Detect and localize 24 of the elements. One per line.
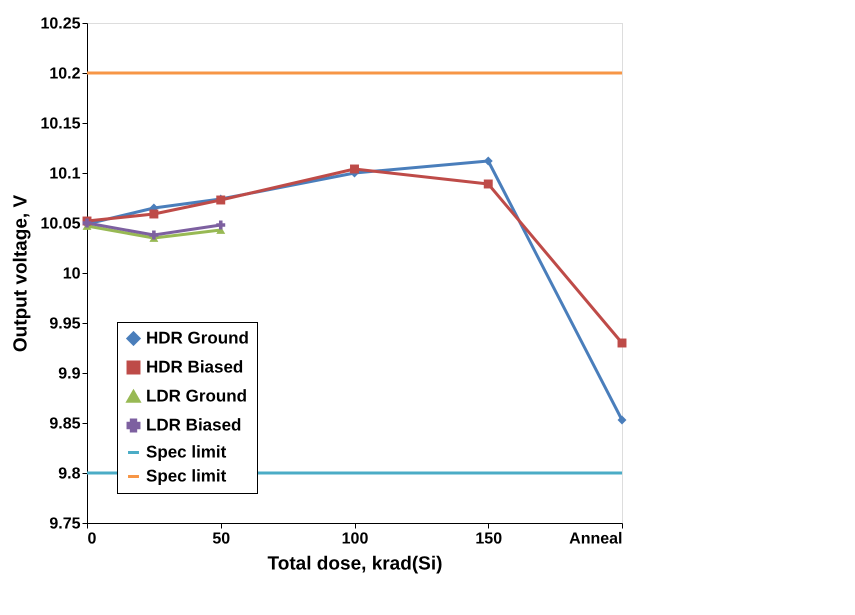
legend-label: HDR Ground [146,328,249,348]
y-tick-label: 10.2 [49,66,81,82]
x-tick-label: Anneal [569,530,622,548]
x-tick-label: 150 [475,530,502,548]
legend-label: Spec limit [146,442,227,462]
y-tick-label: 9.95 [49,316,81,332]
y-tick-label: 10.1 [49,166,81,182]
x-tick-label: 50 [212,530,230,548]
x-axis-title: Total dose, krad(Si) [268,554,442,574]
y-tick-label: 10.25 [40,16,81,32]
x-tick-label: 0 [88,530,96,548]
legend-label: HDR Biased [146,358,244,376]
y-tick-label: 9.8 [58,466,81,482]
legend-label: Spec limit [146,466,227,486]
legend-label: LDR Biased [146,416,242,434]
y-tick-label: 9.85 [49,416,81,432]
y-tick-label: 10.05 [40,216,81,232]
y-axis-title: Output voltage, V [10,194,32,352]
legend-label: LDR Ground [146,386,248,406]
y-tick-label: 10 [62,266,81,282]
y-tick-label: 9.9 [58,366,81,382]
y-tick-label: 10.15 [40,116,81,132]
y-tick-label: 9.75 [49,516,81,532]
x-tick-label: 100 [342,530,368,548]
